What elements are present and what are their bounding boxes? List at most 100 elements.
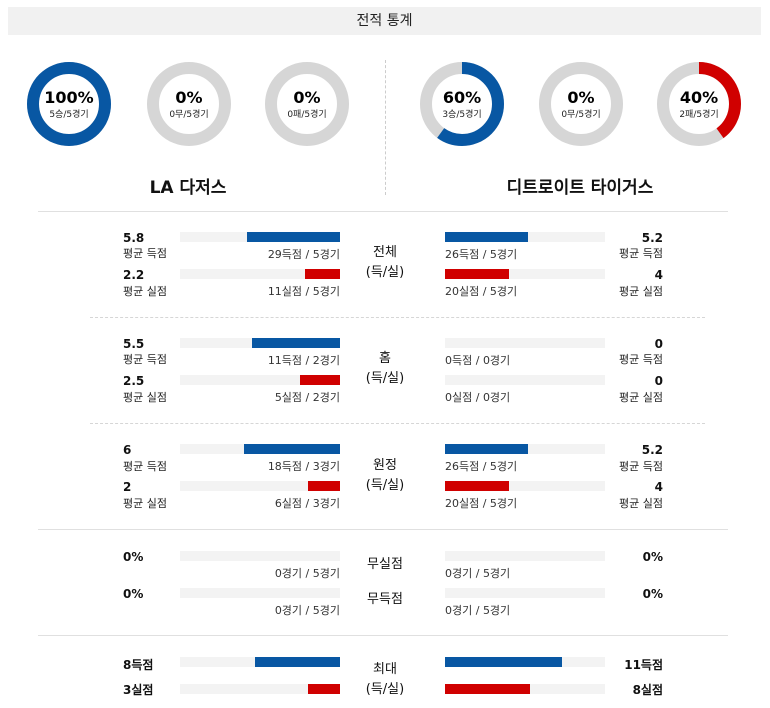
divider-line	[38, 529, 728, 530]
away-max-scored-bar	[445, 657, 562, 667]
donut-sub-label: 0패/5경기	[287, 110, 327, 120]
away-scored-track	[445, 338, 605, 348]
stats-title: 전적 통계	[356, 13, 413, 29]
away-allowed-caption: 0실점 / 0경기	[445, 391, 511, 404]
donut-ring	[657, 62, 741, 146]
donut-fill	[657, 62, 741, 146]
home-shutout-caption: 0경기 / 5경기	[274, 567, 340, 580]
home-avg-allowed-value: 2	[123, 480, 132, 494]
away-allowed-track	[445, 481, 605, 491]
away-avg-allowed-value: 4	[654, 480, 663, 494]
donut-ring	[539, 62, 623, 146]
home-loss-donut: 0% 0패/5경기	[265, 62, 349, 146]
away-max-allowed-bar	[445, 684, 530, 694]
home-avg-scored-value: 5.8	[123, 231, 145, 245]
away-scored-caption: 26득점 / 5경기	[445, 460, 518, 473]
away-avg-scored-value: 5.2	[641, 231, 663, 245]
divider-line	[38, 635, 728, 636]
away-avg-allowed-label: 평균 실점	[619, 391, 663, 404]
section-label-line1: 원정	[373, 458, 397, 473]
section-label-total: 전체 (득/실)	[345, 243, 425, 283]
donut-sub-label: 0무/5경기	[561, 110, 601, 120]
away-scored-bar	[445, 232, 529, 242]
home-avg-scored-value: 6	[123, 443, 132, 457]
shutout-label: 무실점	[367, 557, 403, 572]
section-label-line1: 홈	[379, 351, 391, 366]
home-max-scored: 8득점	[123, 658, 154, 672]
away-avg-allowed-label: 평균 실점	[619, 285, 663, 298]
home-win-donut: 100% 5승/5경기	[27, 62, 111, 146]
home-allowed-track	[180, 269, 340, 279]
home-shutout-track	[180, 551, 340, 561]
home-scoreless-pct: 0%	[123, 587, 144, 601]
away-avg-scored-label: 평균 득점	[619, 460, 663, 473]
section-label-line2: (득/실)	[365, 478, 405, 493]
home-max-allowed-bar	[308, 684, 340, 694]
away-scored-track	[445, 232, 605, 242]
home-avg-allowed-label: 평균 실점	[123, 391, 167, 404]
donut-ring	[420, 62, 504, 146]
donut-percent: 0%	[567, 88, 595, 107]
home-allowed-caption: 5실점 / 2경기	[274, 391, 340, 404]
home-max-allowed-track	[180, 684, 340, 694]
away-avg-scored-label: 평균 득점	[619, 353, 663, 366]
section-label-line1: 전체	[373, 245, 397, 260]
donut-fill	[420, 62, 504, 146]
home-scoreless-caption: 0경기 / 5경기	[274, 604, 340, 617]
home-scored-caption: 29득점 / 5경기	[267, 248, 340, 261]
home-allowed-bar	[308, 481, 340, 491]
scoreless-label: 무득점	[367, 592, 403, 607]
away-avg-allowed-value: 0	[654, 374, 663, 388]
away-allowed-track	[445, 375, 605, 385]
home-allowed-track	[180, 375, 340, 385]
away-scored-caption: 0득점 / 0경기	[445, 354, 511, 367]
section-label-max: 최대 (득/실)	[345, 660, 425, 700]
away-shutout-track	[445, 551, 605, 561]
donut-percent: 40%	[679, 88, 719, 107]
home-team-name: LA 다저스	[149, 178, 227, 198]
donut-track	[265, 62, 349, 146]
donut-ring	[147, 62, 231, 146]
home-allowed-bar	[300, 375, 340, 385]
home-avg-scored-label: 평균 득점	[123, 460, 167, 473]
donut-percent: 100%	[44, 88, 94, 107]
section-label-line2: (득/실)	[365, 371, 405, 386]
stats-header: 전적 통계	[8, 7, 761, 35]
donut-ring	[27, 62, 111, 146]
team-divider	[385, 60, 386, 195]
away-avg-allowed-label: 평균 실점	[619, 497, 663, 510]
away-max-scored-track	[445, 657, 605, 667]
away-avg-scored-value: 5.2	[641, 443, 663, 457]
away-avg-scored-label: 평균 득점	[619, 247, 663, 260]
home-scoreless-track	[180, 588, 340, 598]
away-win-donut: 60% 3승/5경기	[420, 62, 504, 146]
home-scored-bar	[252, 338, 340, 348]
away-max-scored: 11득점	[624, 658, 663, 672]
away-allowed-caption: 20실점 / 5경기	[445, 497, 518, 510]
section-label-line1: 최대	[373, 662, 397, 677]
home-allowed-caption: 6실점 / 3경기	[274, 497, 340, 510]
home-scored-track	[180, 444, 340, 454]
away-scoreless-caption: 0경기 / 5경기	[445, 604, 511, 617]
donut-sub-label: 3승/5경기	[442, 110, 482, 120]
donut-sub-label: 0무/5경기	[169, 110, 209, 120]
home-allowed-caption: 11실점 / 5경기	[267, 285, 340, 298]
away-max-allowed-track	[445, 684, 605, 694]
home-avg-allowed-label: 평균 실점	[123, 285, 167, 298]
section-label-line2: (득/실)	[365, 265, 405, 280]
donut-percent: 60%	[442, 88, 482, 107]
away-scoreless-pct: 0%	[642, 587, 663, 601]
donut-track	[539, 62, 623, 146]
section-label-away: 원정 (득/실)	[345, 456, 425, 496]
away-scored-bar	[445, 444, 529, 454]
away-shutout-caption: 0경기 / 5경기	[445, 567, 511, 580]
home-avg-scored-label: 평균 득점	[123, 353, 167, 366]
home-avg-allowed-value: 2.2	[123, 268, 145, 282]
donut-ring	[265, 62, 349, 146]
home-allowed-bar	[304, 269, 340, 279]
home-scored-caption: 18득점 / 3경기	[267, 460, 340, 473]
away-max-allowed: 8실점	[632, 683, 663, 697]
donut-track	[147, 62, 231, 146]
home-scored-track	[180, 338, 340, 348]
divider-line	[90, 317, 705, 318]
